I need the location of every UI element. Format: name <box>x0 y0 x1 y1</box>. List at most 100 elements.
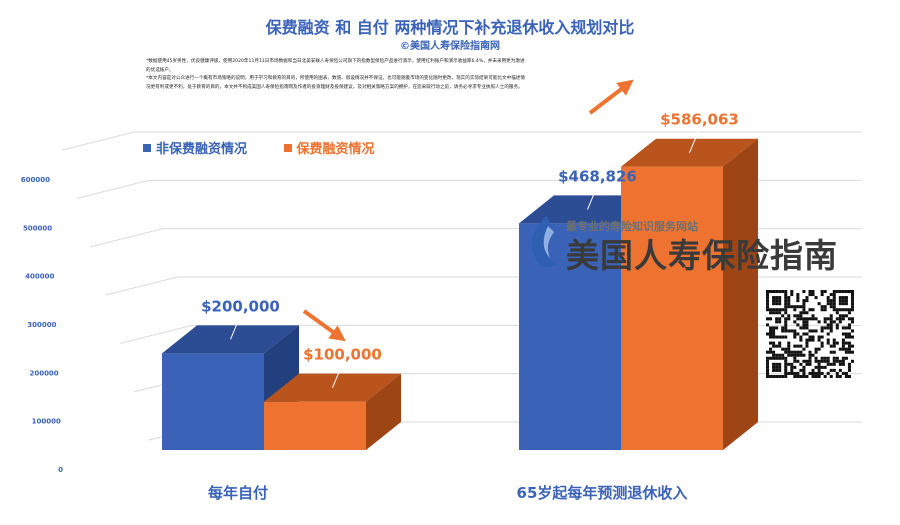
qr-module <box>784 308 788 312</box>
qr-module <box>814 329 818 333</box>
qr-module <box>850 335 854 339</box>
qr-module <box>829 374 833 378</box>
qr-module <box>847 350 851 354</box>
qr-module <box>811 368 815 372</box>
y-tick-label: 200000 <box>29 369 58 377</box>
qr-module <box>847 347 851 351</box>
qr-module <box>766 290 770 294</box>
qr-module <box>820 335 824 339</box>
qr-module <box>775 356 779 360</box>
qr-module <box>826 359 830 363</box>
qr-module <box>841 299 845 303</box>
qr-module <box>778 362 782 366</box>
qr-module <box>775 299 779 303</box>
qr-module <box>784 362 788 366</box>
qr-module <box>772 296 776 300</box>
qr-module <box>808 350 812 354</box>
qr-module <box>841 362 845 366</box>
qr-module <box>781 347 785 351</box>
qr-module <box>772 374 776 378</box>
qr-module <box>850 329 854 333</box>
qr-module <box>850 317 854 321</box>
qr-module <box>850 344 854 348</box>
qr-module <box>832 320 836 324</box>
qr-module <box>847 374 851 378</box>
qr-module <box>841 314 845 318</box>
qr-module <box>844 308 848 312</box>
qr-module <box>841 347 845 351</box>
qr-module <box>811 371 815 375</box>
qr-module <box>784 356 788 360</box>
qr-module <box>808 371 812 375</box>
qr-module <box>841 338 845 342</box>
legend-label: 保费融资情况 <box>296 142 375 157</box>
qr-module <box>784 296 788 300</box>
y-tick-label: 100000 <box>32 418 61 426</box>
qr-module <box>778 374 782 378</box>
qr-module <box>829 368 833 372</box>
gridline-diagonal <box>61 131 135 151</box>
qr-module <box>829 344 833 348</box>
qr-module <box>790 368 794 372</box>
qr-module <box>787 344 791 348</box>
qr-module <box>769 374 773 378</box>
qr-module <box>772 308 776 312</box>
qr-module <box>778 341 782 345</box>
qr-module <box>835 356 839 360</box>
qr-module <box>823 374 827 378</box>
qr-module <box>847 308 851 312</box>
qr-module <box>781 329 785 333</box>
qr-module <box>805 311 809 315</box>
qr-module <box>793 314 797 318</box>
qr-module <box>835 359 839 363</box>
flame-logo-icon <box>531 216 558 268</box>
qr-module <box>793 335 797 339</box>
qr-module <box>796 344 800 348</box>
qr-module <box>829 326 833 330</box>
bars: $200,000 $100,000 $468,826 $586,063 <box>162 111 758 451</box>
qr-module <box>850 308 854 312</box>
legend-item-self-pay: 非保费融资情况 <box>143 138 247 157</box>
qr-module <box>826 362 830 366</box>
qr-module <box>781 374 785 378</box>
qr-module <box>802 323 806 327</box>
qr-module <box>850 350 854 354</box>
qr-module <box>766 323 770 327</box>
qr-module <box>778 356 782 360</box>
qr-module <box>784 374 788 378</box>
qr-module <box>832 308 836 312</box>
qr-module <box>793 371 797 375</box>
qr-module <box>784 320 788 324</box>
qr-module <box>850 305 854 309</box>
qr-module <box>811 308 815 312</box>
qr-module <box>766 317 770 321</box>
qr-module <box>832 290 836 294</box>
qr-module <box>772 368 776 372</box>
qr-module <box>784 290 788 294</box>
qr-module <box>838 374 842 378</box>
qr-module <box>769 332 773 336</box>
qr-module <box>802 347 806 351</box>
qr-module <box>817 320 821 324</box>
data-label-leader <box>230 315 241 340</box>
qr-code-icon <box>766 290 854 378</box>
chart-title: 保费融资 和 自付 两种情况下补充退休收入规划对比 <box>265 18 635 37</box>
qr-module <box>808 338 812 342</box>
qr-module <box>799 314 803 318</box>
qr-module <box>829 320 833 324</box>
qr-module <box>784 293 788 297</box>
qr-module <box>850 299 854 303</box>
qr-module <box>766 305 770 309</box>
qr-module <box>793 332 797 336</box>
qr-module <box>796 374 800 378</box>
qr-module <box>847 344 851 348</box>
qr-module <box>835 374 839 378</box>
qr-module <box>790 329 794 333</box>
qr-module <box>784 323 788 327</box>
qr-module <box>769 326 773 330</box>
qr-module <box>829 305 833 309</box>
qr-module <box>817 347 821 351</box>
qr-module <box>847 335 851 339</box>
qr-module <box>784 311 788 315</box>
qr-module <box>772 329 776 333</box>
